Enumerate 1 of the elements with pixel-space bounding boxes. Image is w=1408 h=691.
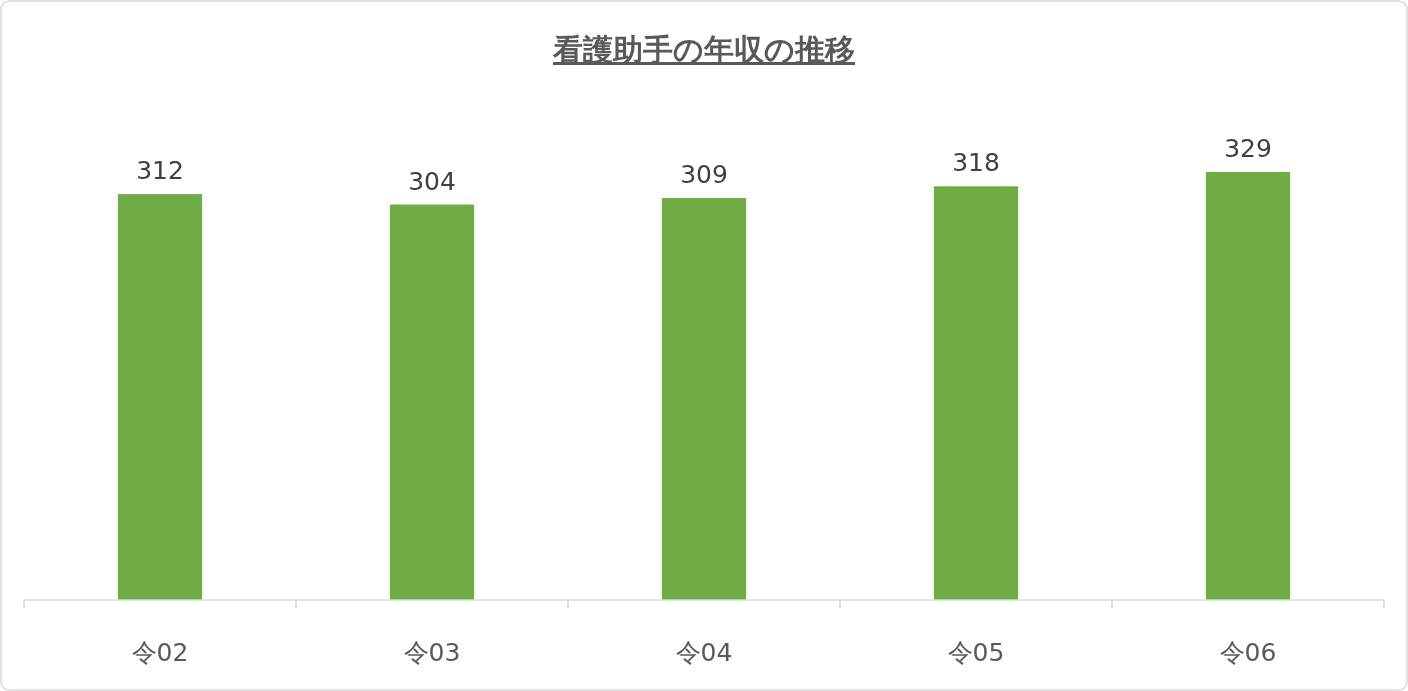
title: 看護助手の年収の推移 bbox=[553, 32, 855, 67]
